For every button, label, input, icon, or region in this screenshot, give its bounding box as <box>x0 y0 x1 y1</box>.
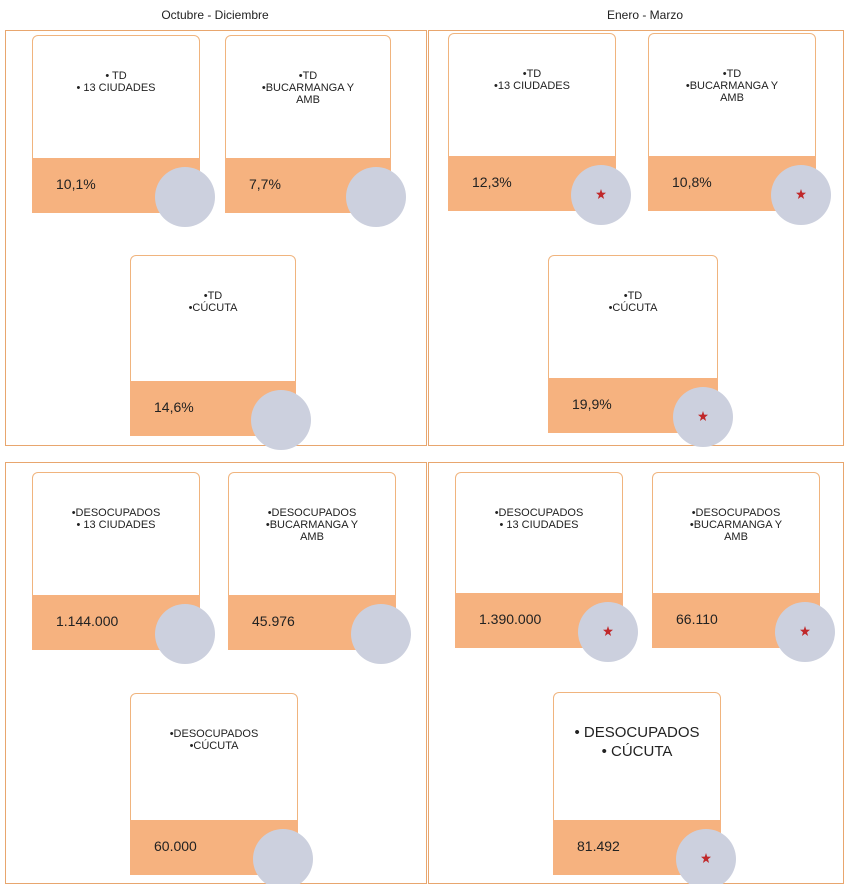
badge-circle <box>253 829 313 884</box>
label-line: •DESOCUPADOS <box>267 507 357 519</box>
label-line: AMB <box>296 94 320 106</box>
label-line: •TD <box>722 68 742 80</box>
badge-circle <box>771 165 831 225</box>
label-line: •TD <box>203 290 223 302</box>
card-value: 10,8% <box>672 174 712 190</box>
label-line: •BUCARMANGA Y <box>261 82 355 94</box>
card-value: 12,3% <box>472 174 512 190</box>
label-line: • CÚCUTA <box>601 743 673 760</box>
period-header: Octubre - Diciembre <box>161 8 269 22</box>
card-label: •TD •BUCARMANGA Y AMB <box>649 68 815 104</box>
label-line: AMB <box>300 531 324 543</box>
star-icon <box>603 626 613 636</box>
card-value: 60.000 <box>154 838 197 854</box>
star-icon <box>596 189 606 199</box>
label-line: •BUCARMANGA Y <box>265 519 359 531</box>
label-line: • 13 CIUDADES <box>76 519 156 531</box>
card-value: 1.144.000 <box>56 613 119 629</box>
card-label: •DESOCUPADOS • 13 CIUDADES <box>33 507 199 531</box>
star-icon <box>698 411 708 421</box>
card-label: • TD • 13 CIUDADES <box>33 70 199 94</box>
period-header: Enero - Marzo <box>606 8 684 22</box>
card-label: •TD •BUCARMANGA Y AMB <box>226 70 390 106</box>
badge-circle <box>578 602 638 662</box>
label-line: •TD <box>298 70 318 82</box>
badge-circle <box>673 387 733 447</box>
label-line: •BUCARMANGA Y <box>685 80 779 92</box>
label-line: • 13 CIUDADES <box>76 82 156 94</box>
card-label: •TD •13 CIUDADES <box>449 68 615 92</box>
label-line: •TD <box>623 290 643 302</box>
panel-frame <box>5 30 427 446</box>
panel-frame <box>428 30 844 446</box>
badge-circle <box>775 602 835 662</box>
badge-circle <box>346 167 406 227</box>
label-line: •CÚCUTA <box>189 740 239 752</box>
card-value: 45.976 <box>252 613 295 629</box>
label-line: •DESOCUPADOS <box>169 728 259 740</box>
badge-circle <box>351 604 411 664</box>
label-line: •TD <box>522 68 542 80</box>
label-line: AMB <box>720 92 744 104</box>
indicator-card: •DESOCUPADOS •CÚCUTA 60.000 <box>130 693 298 875</box>
badge-circle <box>676 829 736 884</box>
label-line: • DESOCUPADOS <box>574 724 700 741</box>
badge-circle <box>251 390 311 450</box>
label-line: •DESOCUPADOS <box>691 507 781 519</box>
card-value: 81.492 <box>577 838 620 854</box>
card-value: 1.390.000 <box>479 611 542 627</box>
badge-circle <box>571 165 631 225</box>
label-line: •DESOCUPADOS <box>71 507 161 519</box>
label-line: •CÚCUTA <box>608 302 658 314</box>
card-label: •DESOCUPADOS • 13 CIUDADES <box>456 507 622 531</box>
label-line: • TD <box>105 70 127 82</box>
card-value: 66.110 <box>676 611 718 627</box>
card-label: • DESOCUPADOS • CÚCUTA <box>554 723 720 761</box>
card-label: •DESOCUPADOS •BUCARMANGA Y AMB <box>653 507 819 543</box>
star-icon <box>701 853 711 863</box>
card-label: •TD •CÚCUTA <box>549 290 717 314</box>
label-line: •CÚCUTA <box>188 302 238 314</box>
card-value: 14,6% <box>154 399 194 415</box>
badge-circle <box>155 604 215 664</box>
badge-circle <box>155 167 215 227</box>
indicator-card: •TD •13 CIUDADES 12,3% <box>448 33 616 211</box>
label-line: •DESOCUPADOS <box>494 507 584 519</box>
card-value: 7,7% <box>249 176 281 192</box>
card-label: •TD •CÚCUTA <box>131 290 295 314</box>
card-value: 19,9% <box>572 396 612 412</box>
card-value: 10,1% <box>56 176 96 192</box>
label-line: • 13 CIUDADES <box>499 519 579 531</box>
card-label: •DESOCUPADOS •BUCARMANGA Y AMB <box>229 507 395 543</box>
label-line: AMB <box>724 531 748 543</box>
label-line: •BUCARMANGA Y <box>689 519 783 531</box>
star-icon <box>796 189 806 199</box>
star-icon <box>800 626 810 636</box>
label-line: •13 CIUDADES <box>494 80 570 92</box>
card-label: •DESOCUPADOS •CÚCUTA <box>131 728 297 752</box>
